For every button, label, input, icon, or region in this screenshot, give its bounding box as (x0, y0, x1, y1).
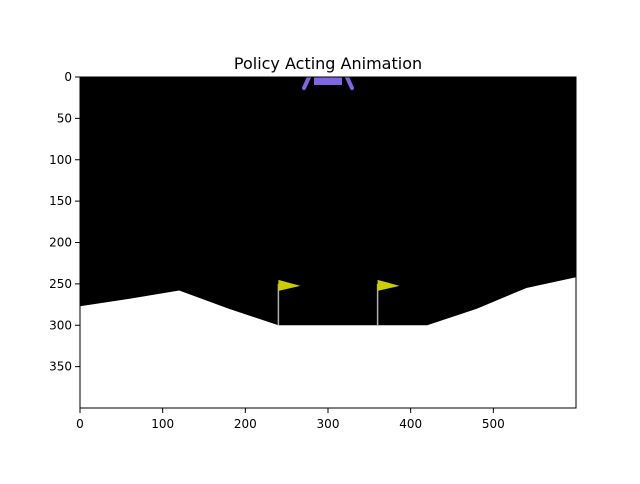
lander-body (314, 77, 342, 85)
y-tick-label: 250 (49, 277, 72, 291)
flag-cloth (377, 279, 400, 291)
x-axis-ticks: 0 100 200 300 400 500 (76, 408, 505, 431)
game-frame (80, 77, 576, 408)
y-tick-label: 300 (49, 318, 72, 332)
y-axis-ticks: 0 50 100 150 200 250 300 350 (49, 70, 80, 374)
x-tick-label: 400 (399, 417, 422, 431)
x-tick-label: 300 (317, 417, 340, 431)
y-tick-label: 100 (49, 153, 72, 167)
landing-flags (277, 279, 400, 326)
x-tick-label: 0 (76, 417, 84, 431)
landing-flag (277, 279, 301, 326)
x-tick-label: 500 (482, 417, 505, 431)
flag-cloth (278, 279, 301, 291)
y-tick-label: 150 (49, 194, 72, 208)
y-tick-label: 50 (57, 111, 72, 125)
lunar-terrain (80, 277, 576, 408)
figure-title: Policy Acting Animation (234, 54, 422, 73)
y-tick-label: 0 (64, 70, 72, 84)
x-tick-label: 100 (151, 417, 174, 431)
y-tick-label: 350 (49, 360, 72, 374)
landing-flag (376, 279, 400, 326)
x-tick-label: 200 (234, 417, 257, 431)
y-tick-label: 200 (49, 236, 72, 250)
